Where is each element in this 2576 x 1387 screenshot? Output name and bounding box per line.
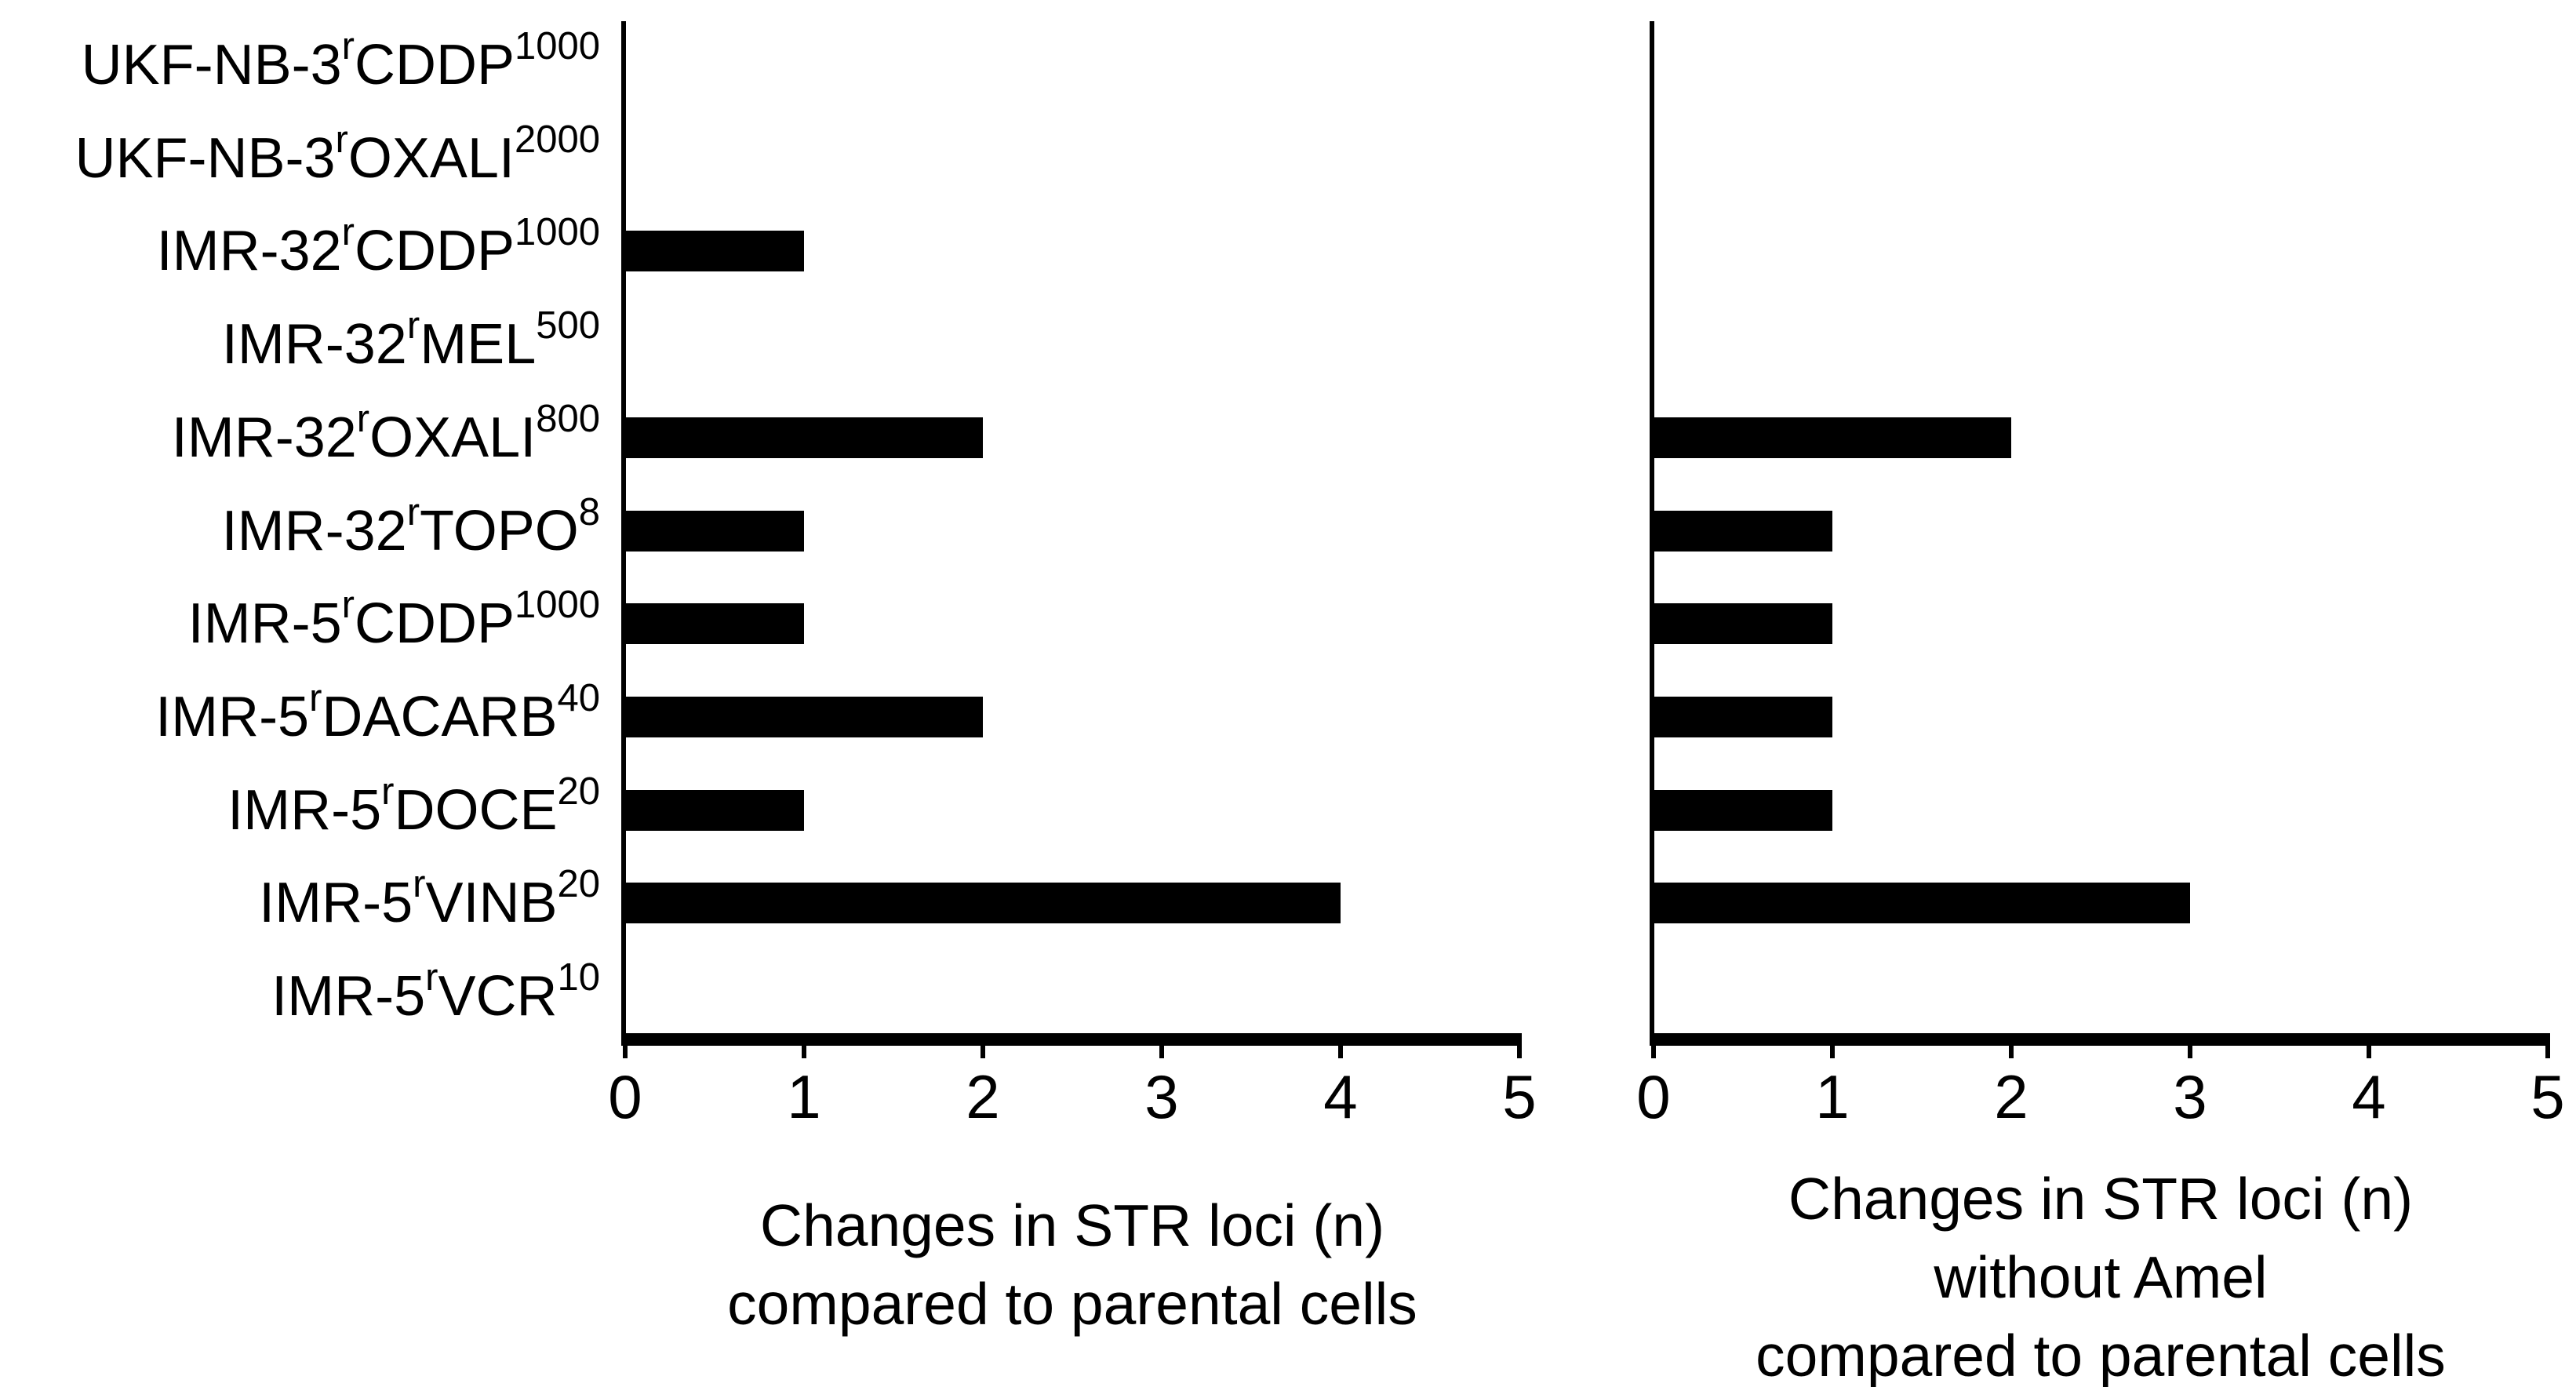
cell-line-name: IMR-5 (259, 872, 413, 935)
drug-name: DOCE (394, 778, 558, 842)
cell-line-name: IMR-32 (171, 406, 357, 469)
x-axis-title-right-line3: compared to parental cells (1756, 1323, 2446, 1387)
x-axis-tick (1517, 1046, 1522, 1058)
x-axis-tick-label: 4 (1323, 1062, 1358, 1131)
x-axis-line (1650, 1033, 2550, 1046)
x-axis-tick (802, 1046, 806, 1058)
cell-line-name: IMR-5 (227, 778, 382, 842)
x-axis-tick (2188, 1046, 2192, 1058)
drug-name: CDDP (354, 220, 515, 283)
x-axis-tick-label: 5 (1502, 1062, 1537, 1131)
x-axis-tick-label: 2 (1994, 1062, 2028, 1131)
x-axis-tick-label: 4 (2352, 1062, 2386, 1131)
drug-name: TOPO (420, 499, 579, 562)
bar (1654, 510, 1832, 552)
drug-name: CDDP (354, 34, 515, 96)
x-axis-tick (2545, 1046, 2550, 1058)
cell-line-name: IMR-5 (155, 685, 310, 748)
row-label: IMR-32rTOPO8 (221, 490, 600, 562)
x-axis-tick (623, 1046, 628, 1058)
x-axis-tick-label: 5 (2531, 1062, 2565, 1131)
row-label: IMR-5rDOCE20 (227, 770, 600, 842)
row-label: IMR-5rCDDP1000 (187, 584, 600, 656)
bar (625, 510, 804, 552)
cell-line-name: IMR-5 (187, 592, 342, 656)
bar (1654, 789, 1832, 831)
x-axis-tick (1159, 1046, 1164, 1058)
y-axis-line (621, 21, 626, 1046)
x-axis-title-left-line1: Changes in STR loci (n) (759, 1192, 1385, 1258)
bar (625, 696, 983, 737)
drug-name: VCR (438, 965, 558, 1028)
row-label: IMR-5rVCR10 (271, 956, 600, 1028)
x-axis-tick-label: 2 (966, 1062, 1000, 1131)
row-label: IMR-32rOXALI800 (171, 397, 600, 469)
bar (625, 789, 804, 831)
x-axis-tick (2009, 1046, 2014, 1058)
x-axis-title-right-line2: without Amel (1934, 1244, 2268, 1310)
cell-line-name: IMR-32 (156, 220, 342, 283)
x-axis-tick (981, 1046, 985, 1058)
x-axis-tick-label: 1 (787, 1062, 821, 1131)
x-axis-title-right: Changes in STR loci (n) without Amel com… (1552, 1159, 2576, 1387)
drug-name: VINB (425, 872, 558, 935)
x-axis-tick-label: 3 (1144, 1062, 1179, 1131)
drug-name: CDDP (354, 592, 515, 656)
bar (625, 603, 804, 645)
cell-line-name: UKF-NB-3 (81, 34, 342, 96)
x-axis-tick-label: 0 (1636, 1062, 1671, 1131)
drug-name: DACARB (322, 685, 558, 748)
x-axis-tick (1830, 1046, 1835, 1058)
row-label: IMR-32rCDDP1000 (156, 211, 600, 283)
row-label: IMR-32rMEL500 (221, 304, 600, 377)
bar (1654, 696, 1832, 737)
drug-name: OXALI (369, 406, 537, 469)
x-axis-tick (2367, 1046, 2371, 1058)
cell-line-name: IMR-32 (221, 499, 407, 562)
y-axis-line (1650, 21, 1654, 1046)
x-axis-tick (1651, 1046, 1656, 1058)
row-label: UKF-NB-3rCDDP1000 (81, 25, 600, 97)
bar (625, 883, 1341, 924)
x-axis-title-left: Changes in STR loci (n) compared to pare… (523, 1186, 1621, 1343)
row-label: IMR-5rVINB20 (259, 863, 600, 935)
cell-line-name: IMR-5 (271, 965, 426, 1028)
x-axis-line (621, 1033, 1522, 1046)
row-label: UKF-NB-3rOXALI2000 (75, 118, 600, 190)
drug-name: OXALI (347, 126, 515, 190)
bar (625, 417, 983, 458)
x-axis-title-right-line1: Changes in STR loci (n) (1788, 1166, 2414, 1232)
cell-line-name: IMR-32 (221, 313, 407, 377)
x-axis-tick-label: 0 (608, 1062, 642, 1131)
x-axis-tick-label: 3 (2173, 1062, 2207, 1131)
cell-line-name: UKF-NB-3 (75, 126, 336, 190)
bar (625, 231, 804, 272)
bar (1654, 883, 2190, 924)
x-axis-title-left-line2: compared to parental cells (727, 1271, 1417, 1337)
x-axis-tick-label: 1 (1815, 1062, 1850, 1131)
drug-name: MEL (420, 313, 537, 377)
bar (1654, 417, 2011, 458)
x-axis-tick (1338, 1046, 1343, 1058)
row-label: IMR-5rDACARB40 (155, 676, 600, 748)
bar (1654, 603, 1832, 645)
